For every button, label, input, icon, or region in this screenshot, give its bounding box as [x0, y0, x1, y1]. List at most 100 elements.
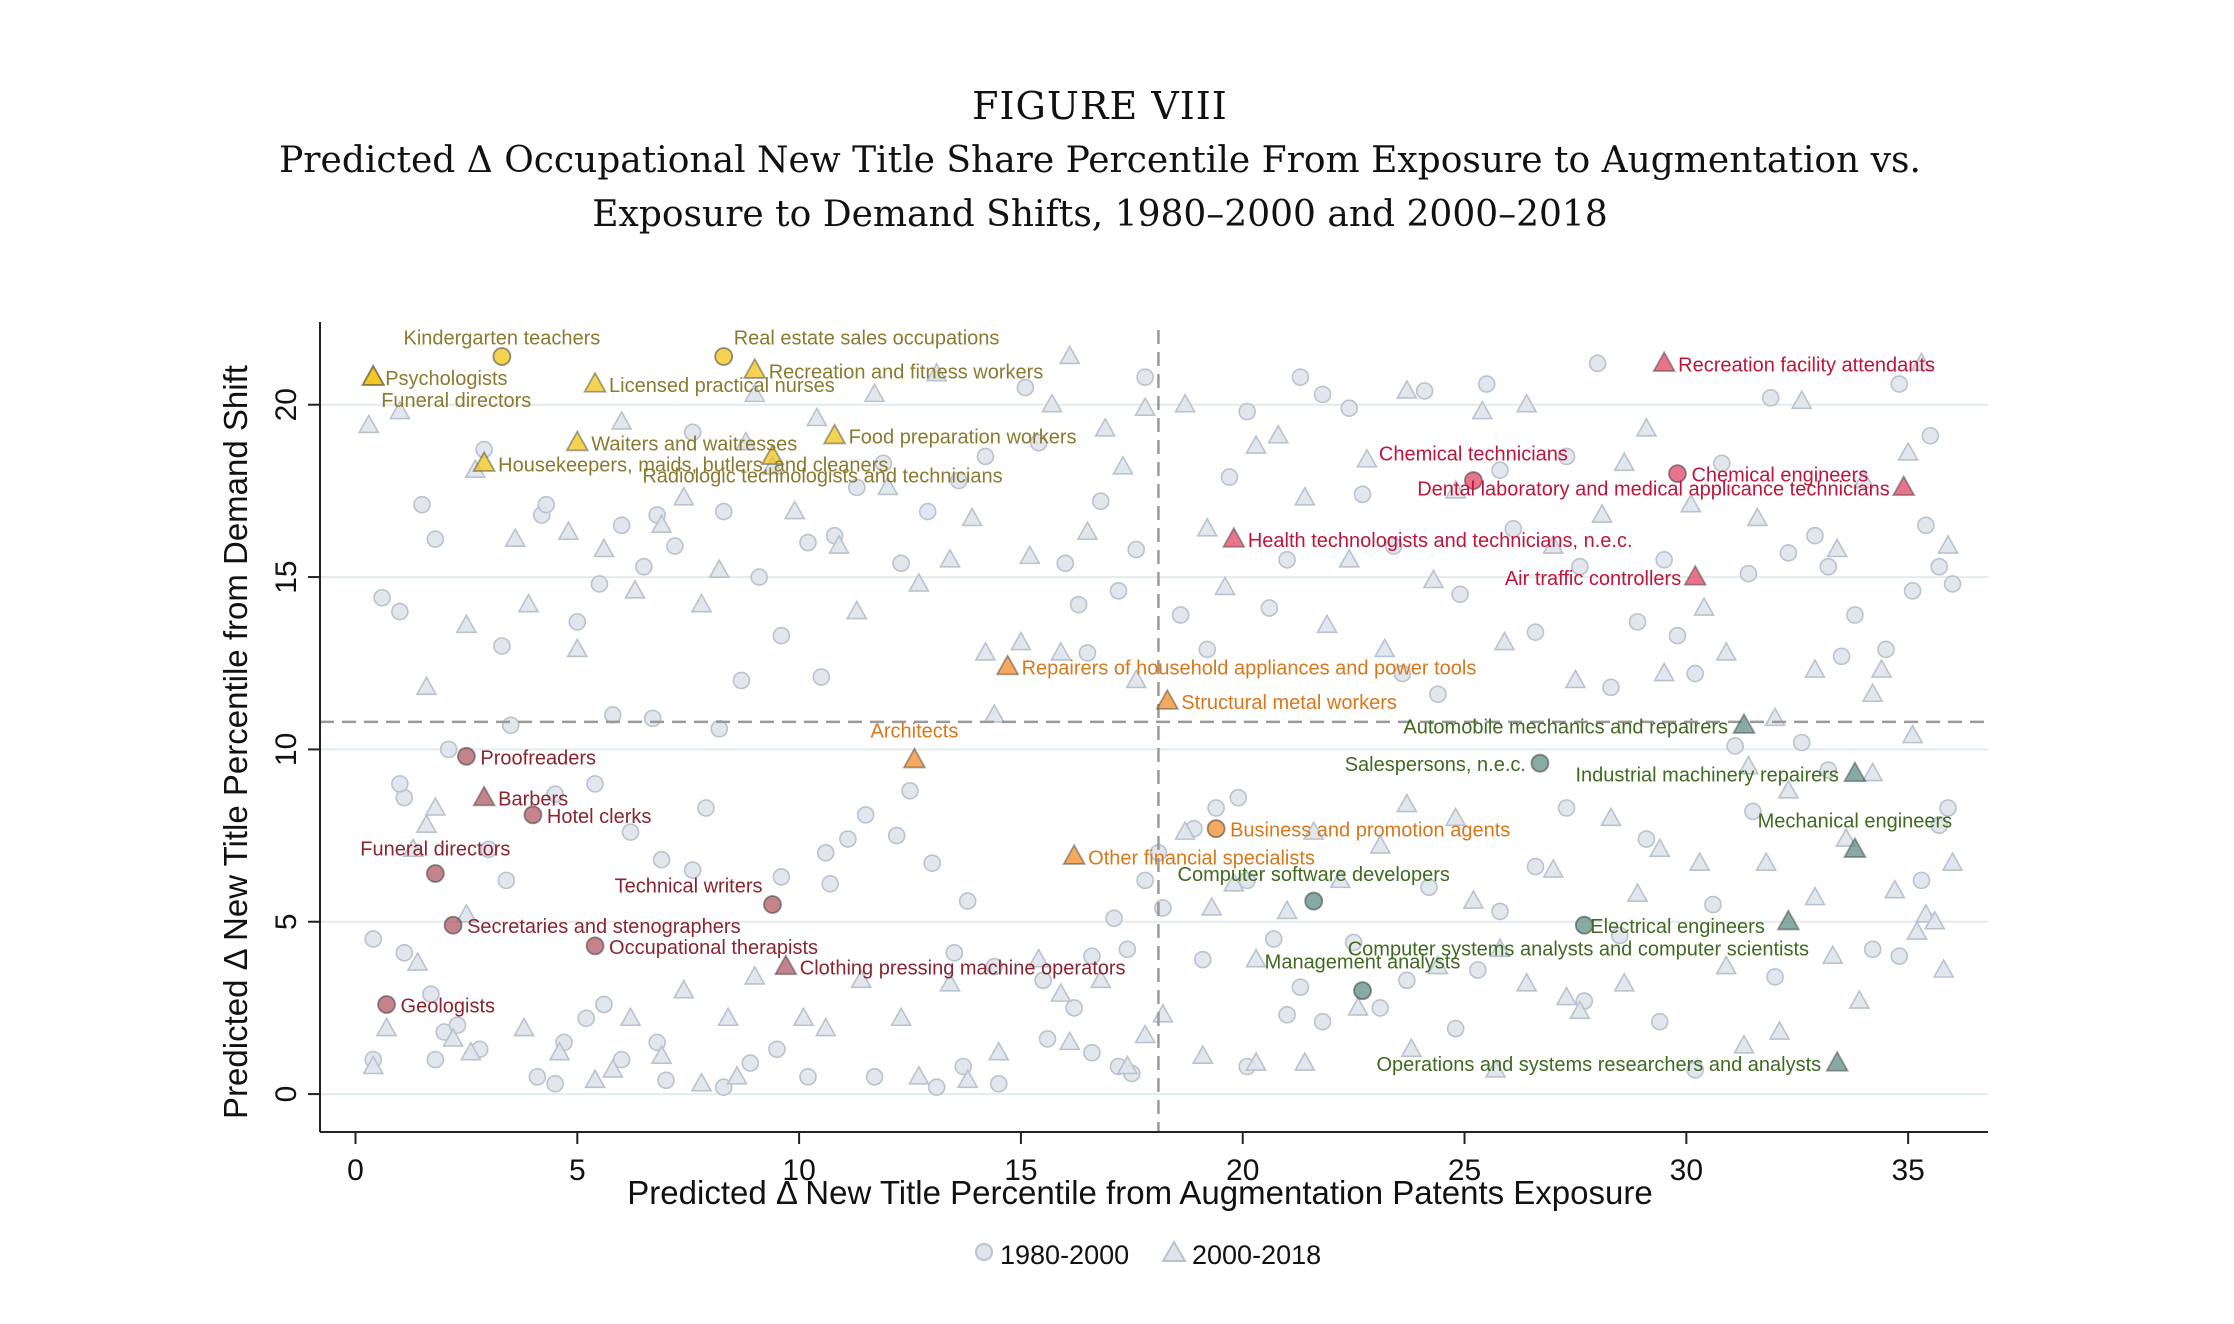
- bg-point-circle: [710, 719, 729, 738]
- bg-point-triangle: [1049, 641, 1072, 661]
- highlight-label: Recreation facility attendants: [1678, 354, 1935, 376]
- figure-label: FIGURE VIII: [972, 84, 1228, 128]
- bg-point-circle: [1761, 389, 1780, 407]
- bg-point-circle: [426, 1050, 445, 1069]
- bg-point-circle: [683, 423, 702, 442]
- bg-point-triangle: [1125, 668, 1148, 689]
- bg-point-circle: [1792, 733, 1811, 752]
- bg-point-triangle: [1591, 503, 1613, 523]
- bg-point-circle: [546, 785, 564, 804]
- bg-point-triangle: [455, 903, 478, 923]
- bg-point-triangle: [1191, 1044, 1214, 1064]
- bg-point-circle: [621, 823, 640, 841]
- bg-point-triangle: [1923, 910, 1946, 930]
- bg-point-triangle: [1276, 899, 1298, 920]
- bg-point-circle: [657, 1071, 675, 1090]
- bg-point-circle: [772, 626, 791, 645]
- bg-point-circle: [1890, 375, 1909, 393]
- bg-point-triangle: [424, 796, 447, 816]
- bg-point-triangle: [939, 972, 961, 992]
- highlight-point-triangle: [995, 653, 1020, 676]
- bg-point-circle: [1890, 947, 1909, 966]
- bg-point-circle: [1198, 640, 1217, 659]
- bg-point-circle: [1806, 526, 1824, 545]
- highlight-point-circle: [443, 915, 463, 935]
- bg-point-triangle: [1715, 641, 1738, 661]
- highlight-point-triangle: [1842, 760, 1867, 783]
- y-tick-label: 0: [270, 1086, 303, 1103]
- bg-point-circle: [595, 995, 613, 1014]
- highlight-point-circle: [492, 347, 512, 366]
- bg-point-circle: [714, 502, 733, 521]
- highlight-point-triangle: [1825, 1050, 1850, 1072]
- bg-point-circle: [391, 775, 409, 793]
- bg-point-triangle: [566, 637, 589, 658]
- bg-point-circle: [1637, 830, 1656, 848]
- highlight-label: Psychologists: [385, 368, 507, 390]
- highlight-label: Licensed practical nurses: [609, 375, 835, 397]
- bg-point-triangle: [1471, 399, 1494, 420]
- highlight-point-triangle: [1155, 688, 1180, 710]
- bg-point-triangle: [1804, 658, 1826, 678]
- highlight-label: Architects: [871, 721, 959, 743]
- bg-point-circle: [1127, 540, 1146, 559]
- bg-point-triangle: [1613, 451, 1636, 472]
- bg-point-triangle: [1400, 1037, 1423, 1058]
- bg-point-circle: [1083, 947, 1101, 966]
- bg-point-triangle: [1569, 999, 1591, 1020]
- bg-point-triangle: [1937, 534, 1959, 554]
- y-tick-label: 20: [270, 388, 303, 421]
- bg-point-triangle: [1852, 468, 1875, 489]
- bg-point-circle: [1526, 857, 1545, 876]
- bg-point-circle: [1744, 802, 1762, 821]
- bg-point-triangle: [974, 641, 997, 661]
- bg-point-triangle: [619, 1006, 642, 1027]
- axes: 0 5 10 15 20 25 30 35 0 5 10 15 20: [270, 322, 1988, 1187]
- bg-point-circle: [537, 495, 556, 514]
- highlight-point-circle: [1530, 753, 1550, 773]
- bg-point-triangle: [876, 475, 899, 496]
- bg-point-circle: [1846, 606, 1864, 624]
- bg-point-circle: [1912, 871, 1931, 890]
- bg-point-triangle: [504, 527, 527, 547]
- bg-point-triangle: [455, 613, 478, 634]
- bg-point-triangle: [717, 1006, 739, 1027]
- x-tick-label: 15: [1004, 1154, 1037, 1187]
- bg-point-triangle: [1200, 896, 1223, 916]
- bg-point-triangle: [1214, 575, 1236, 596]
- bg-point-triangle: [415, 675, 438, 696]
- bg-point-triangle: [1493, 630, 1516, 651]
- bg-point-circle: [1313, 1012, 1332, 1031]
- bg-point-triangle: [1356, 448, 1378, 468]
- bg-point-circle: [1602, 678, 1620, 697]
- bg-point-circle: [847, 478, 866, 497]
- highlight-point-triangle: [1776, 908, 1801, 931]
- bg-point-circle: [546, 1074, 564, 1093]
- bg-point-circle: [750, 568, 768, 586]
- highlight-label: Hotel clerks: [547, 806, 651, 828]
- bg-point-circle: [1526, 623, 1545, 642]
- bg-point-circle: [1136, 871, 1154, 890]
- bg-point-triangle: [850, 968, 873, 989]
- bg-point-circle: [683, 861, 702, 879]
- figure-title-line-1: Predicted Δ Occupational New Title Share…: [279, 140, 1921, 181]
- bg-point-circle: [1078, 644, 1097, 662]
- bg-point-triangle: [1635, 417, 1658, 437]
- bg-point-triangle: [1489, 937, 1511, 958]
- bg-point-triangle: [1245, 434, 1267, 454]
- bg-point-triangle: [1790, 389, 1813, 410]
- highlight-point-triangle: [472, 784, 497, 807]
- bg-point-circle: [1313, 385, 1332, 404]
- highlight-label: Other financial specialists: [1088, 847, 1315, 869]
- highlight-point-triangle: [1062, 843, 1087, 865]
- bg-point-triangle: [1134, 1023, 1156, 1044]
- bg-point-circle: [479, 840, 498, 859]
- highlight-label: Funeral directors: [360, 838, 510, 860]
- highlight-label: Secretaries and stenographers: [467, 916, 740, 938]
- legend-marker-triangle: [1161, 1240, 1187, 1262]
- bg-point-triangle: [415, 813, 438, 834]
- bg-point-triangle: [956, 1068, 979, 1089]
- bg-point-triangle: [1897, 441, 1920, 461]
- highlight-label: Salespersons, n.e.c.: [1345, 754, 1526, 776]
